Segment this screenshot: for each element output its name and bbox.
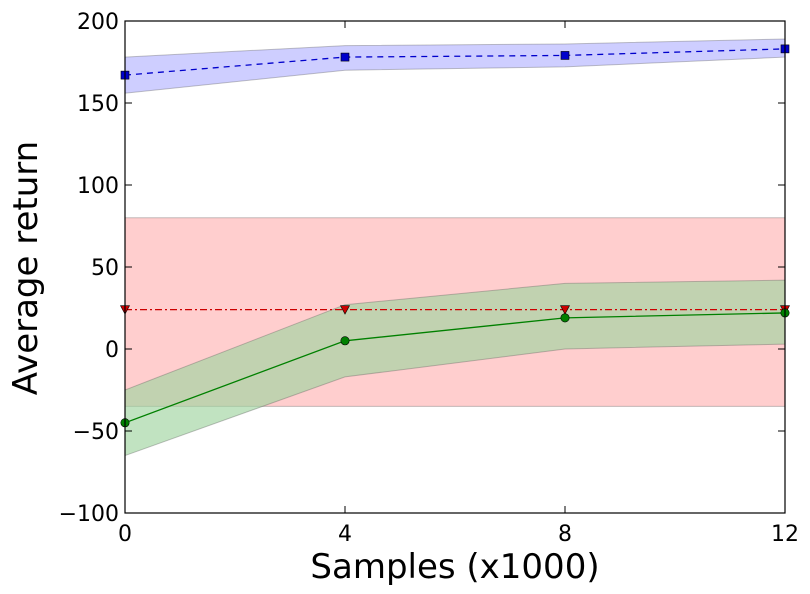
x-axis-label: Samples (x1000) [310,547,599,587]
y-axis-label: Average return [6,141,46,395]
y-tick-label: 150 [77,92,119,117]
blue-dashed-squares-band [124,38,786,94]
x-tick-label: 0 [118,522,132,547]
green-solid-circles-point [340,336,350,346]
y-tick-label: 50 [91,256,119,281]
y-tick-label: 100 [77,174,119,199]
y-tick-label: 200 [77,10,119,35]
y-tick-label: −100 [59,502,119,527]
red-dashdot-triangles-point [340,305,350,315]
x-tick-label: 4 [338,522,352,547]
blue-dashed-squares-point [560,51,570,60]
axis-ticks: 0 4 8 12 −100 −50 0 50 100 150 200 [59,10,799,547]
blue-dashed-squares-point [340,52,350,62]
blue-dashed-squares-line [124,48,786,76]
green-solid-circles-point [560,313,570,323]
green-solid-circles-line [124,312,786,424]
y-tick-label: 0 [105,338,119,363]
red-dashdot-triangles-point [560,305,570,315]
series-lines [124,48,786,424]
x-tick-label: 12 [771,522,799,547]
confidence-bands [124,38,786,457]
y-tick-label: −50 [73,420,119,445]
x-tick-label: 8 [558,522,572,547]
